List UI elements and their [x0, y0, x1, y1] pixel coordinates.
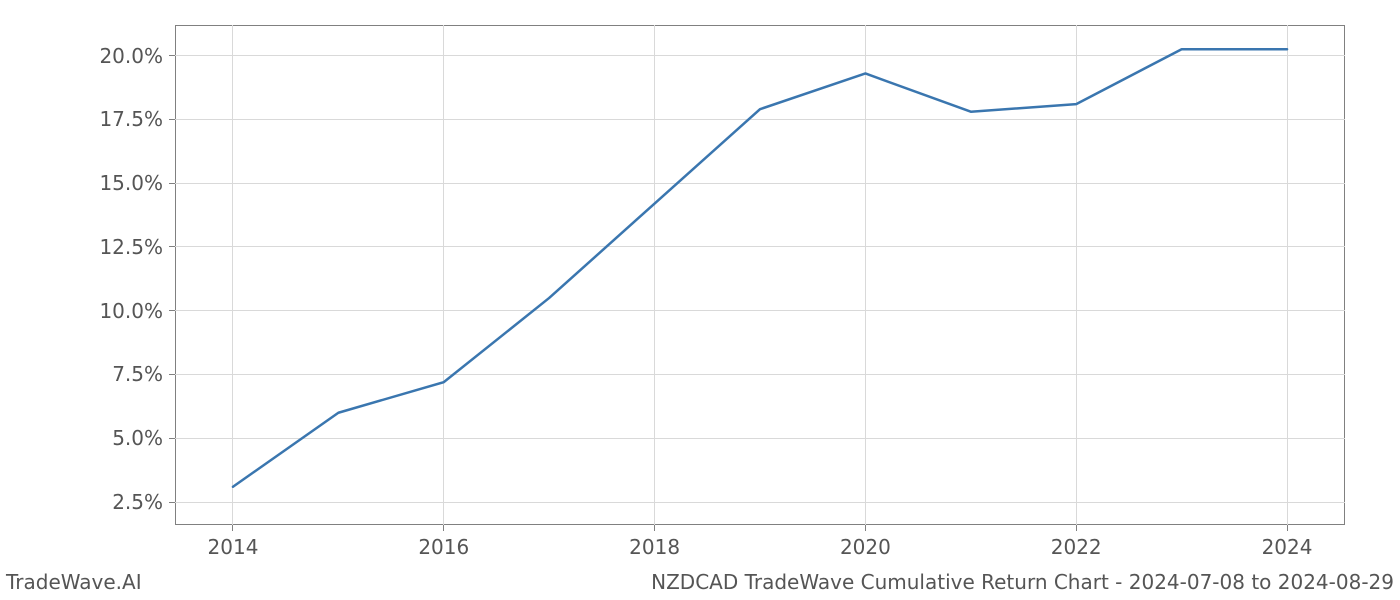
footer-brand: TradeWave.AI: [6, 570, 142, 594]
footer-caption: NZDCAD TradeWave Cumulative Return Chart…: [651, 570, 1394, 594]
series-line-cumulative-return: [233, 49, 1287, 487]
chart-container: 2.5%5.0%7.5%10.0%12.5%15.0%17.5%20.0%201…: [0, 0, 1400, 600]
line-series-layer: [0, 0, 1400, 600]
